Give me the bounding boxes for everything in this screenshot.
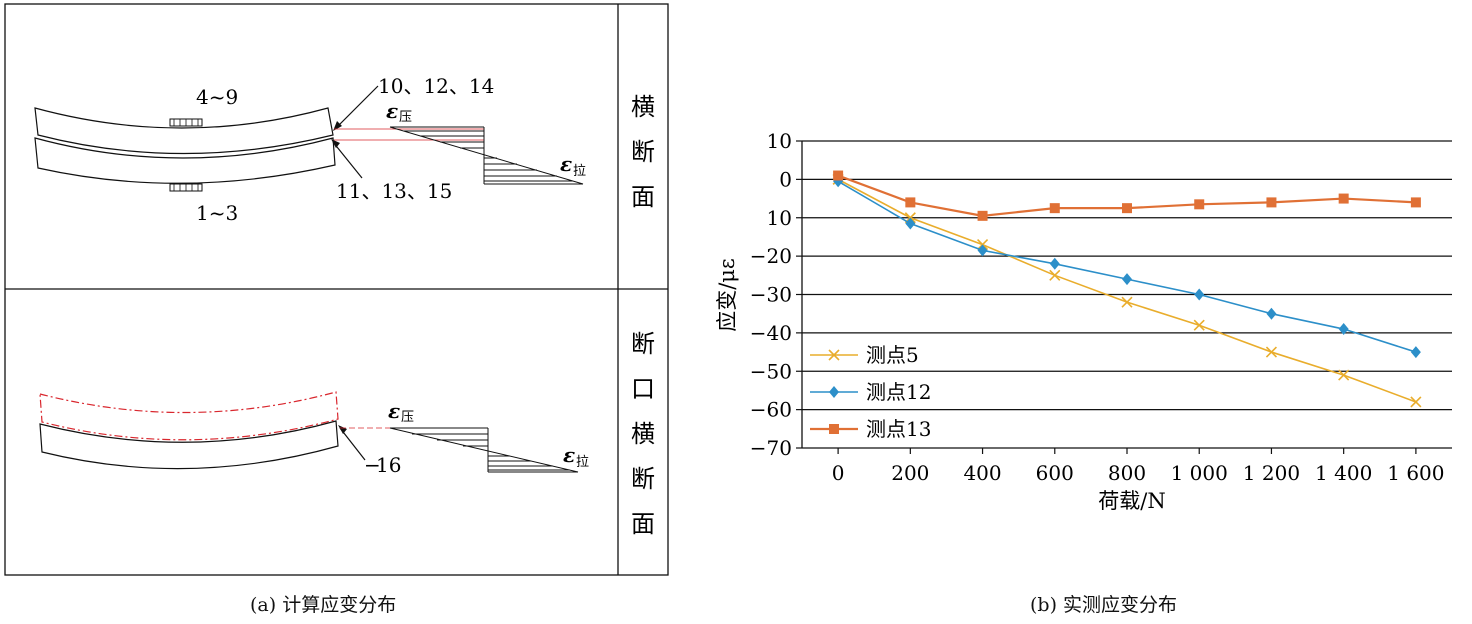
point-marker-diamond bbox=[905, 217, 916, 230]
beam-remaining bbox=[39, 420, 339, 470]
y-tick-label: 10 bbox=[767, 206, 792, 230]
y-tick-label: −50 bbox=[750, 359, 792, 383]
point-marker-diamond bbox=[1049, 257, 1060, 270]
side-label-char: 横 bbox=[631, 93, 655, 121]
panel-a-diagram: 横 断 面 断 口 横 断 面 4~9 1~3 10、12、14 11、13、 bbox=[4, 3, 669, 576]
point-marker-x bbox=[1193, 319, 1205, 331]
x-tick-label: 1 000 bbox=[1171, 461, 1228, 485]
caption-panel-a: (a) 计算应变分布 bbox=[250, 594, 397, 616]
legend-entry-label: 测点5 bbox=[866, 343, 919, 367]
label-point-16: 16 bbox=[376, 453, 401, 477]
point-marker-diamond bbox=[1266, 307, 1277, 320]
point-marker-square bbox=[977, 210, 988, 221]
point-marker-x bbox=[1049, 269, 1061, 281]
beam-lower bbox=[34, 137, 336, 184]
point-marker-square bbox=[1122, 203, 1132, 214]
side-label-char: 口 bbox=[631, 375, 655, 403]
eps-tension-top: ε bbox=[560, 152, 572, 176]
side-label-cross-section: 横 断 面 bbox=[631, 93, 655, 211]
leader-16 bbox=[339, 427, 366, 461]
arrow-head bbox=[338, 425, 347, 434]
caption-panel-b: (b) 实测应变分布 bbox=[1030, 594, 1178, 616]
y-tick-label: −70 bbox=[750, 436, 792, 460]
x-tick-label: 1 400 bbox=[1315, 461, 1372, 485]
point-marker-x bbox=[1121, 296, 1133, 308]
legend: 测点5 测点12 测点13 bbox=[810, 343, 931, 441]
point-marker-diamond bbox=[1122, 273, 1132, 286]
y-tick-label: 10 bbox=[767, 129, 792, 153]
x-tick-label: 0 bbox=[832, 461, 845, 485]
eps-compress-bottom: ε bbox=[388, 399, 400, 423]
side-label-char: 面 bbox=[631, 510, 655, 538]
eps-tension-bottom-sub: 拉 bbox=[576, 455, 589, 470]
x-tick-label: 1 200 bbox=[1243, 461, 1300, 485]
side-label-char: 横 bbox=[631, 420, 655, 448]
arrow-head bbox=[331, 139, 340, 148]
strain-chart: 10 0 10 −20 −30 −40 −50 −60 −70 0 200 400 600 800 1 00… bbox=[715, 129, 1452, 513]
gauge-lower bbox=[169, 183, 203, 192]
side-label-char: 断 bbox=[631, 465, 655, 493]
point-marker-square bbox=[829, 424, 839, 434]
point-marker-x bbox=[1338, 369, 1350, 381]
legend-entry-label: 测点13 bbox=[866, 417, 931, 441]
x-tick-label: 400 bbox=[963, 461, 1001, 485]
label-points-11-13-15: 11、13、15 bbox=[336, 179, 452, 203]
point-marker-x bbox=[1265, 346, 1278, 358]
eps-compress-bottom-sub: 压 bbox=[401, 410, 414, 425]
point-marker-square bbox=[1049, 203, 1060, 214]
series-layer bbox=[832, 170, 1422, 408]
eps-compress-top: ε bbox=[386, 99, 398, 123]
point-marker-square bbox=[905, 197, 916, 208]
point-marker-x bbox=[1410, 396, 1422, 408]
axes-layer: 10 0 10 −20 −30 −40 −50 −60 −70 0 200 400 600 800 1 00… bbox=[750, 129, 1452, 485]
point-marker-square bbox=[1410, 197, 1421, 208]
y-tick-label: −40 bbox=[750, 321, 792, 345]
point-marker-square bbox=[1338, 193, 1349, 204]
label-gauges-4-9: 4~9 bbox=[196, 85, 238, 109]
point-marker-square bbox=[1194, 199, 1205, 210]
point-marker-square bbox=[1266, 197, 1277, 208]
point-marker-diamond bbox=[1194, 288, 1205, 301]
gauge-upper bbox=[169, 118, 203, 127]
point-marker-diamond bbox=[1338, 323, 1349, 336]
leader-10-12-14 bbox=[335, 85, 379, 129]
y-tick-label: −60 bbox=[750, 398, 792, 422]
y-tick-label: −30 bbox=[750, 283, 792, 307]
label-point-16-prefix: − bbox=[364, 453, 381, 477]
strain-distribution-bottom bbox=[389, 427, 579, 473]
eps-tension-top-sub: 拉 bbox=[573, 164, 586, 179]
eps-tension-bottom: ε bbox=[563, 443, 575, 467]
x-axis-label: 荷载/N bbox=[1098, 489, 1165, 513]
label-points-10-12-14: 10、12、14 bbox=[378, 74, 494, 98]
point-marker-diamond bbox=[829, 386, 839, 398]
y-tick-label: −20 bbox=[750, 244, 792, 268]
x-tick-label: 200 bbox=[891, 461, 929, 485]
leader-11-13-15 bbox=[332, 141, 363, 179]
eps-compress-top-sub: 压 bbox=[399, 110, 412, 125]
side-label-char: 断 bbox=[631, 330, 655, 358]
point-marker-x bbox=[828, 349, 840, 361]
y-axis-label: 应变/με bbox=[715, 258, 739, 332]
strain-distribution-top bbox=[389, 126, 584, 185]
beam-fractured-dashed bbox=[39, 391, 339, 441]
side-label-char: 断 bbox=[631, 138, 655, 166]
arrow-head bbox=[333, 121, 342, 131]
point-marker-diamond bbox=[1410, 346, 1421, 359]
x-tick-label: 600 bbox=[1036, 461, 1074, 485]
point-marker-square bbox=[833, 170, 844, 181]
x-tick-label: 1 600 bbox=[1387, 461, 1444, 485]
side-label-fracture-section: 断 口 横 断 面 bbox=[631, 330, 655, 538]
legend-entry-label: 测点12 bbox=[866, 380, 931, 404]
label-gauges-1-3: 1~3 bbox=[196, 201, 238, 225]
y-tick-label: 0 bbox=[779, 167, 792, 191]
side-label-char: 面 bbox=[631, 183, 655, 211]
beam-upper bbox=[34, 107, 334, 155]
point-marker-diamond bbox=[977, 244, 988, 257]
x-tick-label: 800 bbox=[1108, 461, 1146, 485]
